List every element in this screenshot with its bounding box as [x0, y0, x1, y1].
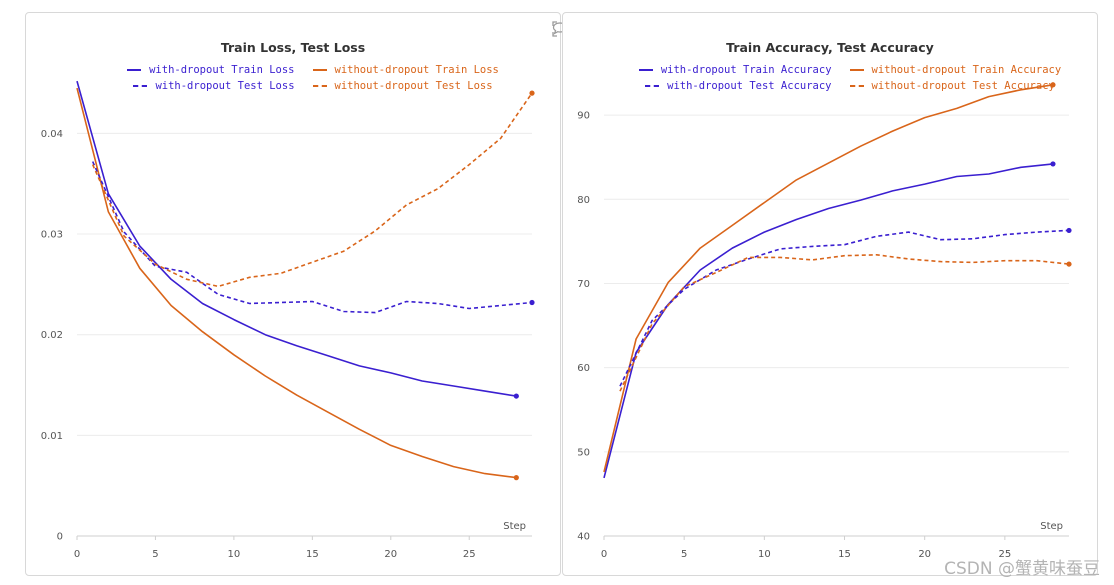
- series-line: [603, 84, 1054, 473]
- y-tick-label: 0.01: [41, 431, 63, 442]
- legend-label: with-dropout Train Accuracy: [660, 64, 832, 76]
- loss-chart-plot: 0 0.01 0.02 0.03 0.04 0 5 10 15 20 25 Step: [41, 80, 535, 560]
- y-tick-label: 80: [577, 195, 590, 206]
- x-tick-label: 0: [74, 549, 80, 560]
- x-tick-label: 10: [228, 549, 241, 560]
- y-tick-label: 90: [577, 111, 590, 122]
- y-tick-label: 0.03: [41, 230, 63, 241]
- legend-item[interactable]: without-dropout Test Accuracy: [849, 80, 1055, 92]
- x-tick-label: 25: [463, 549, 476, 560]
- chart-legend: with-dropout Train Loss without-dropout …: [86, 64, 540, 92]
- legend-swatch: [849, 85, 864, 87]
- y-tick-label: 0.04: [41, 129, 63, 140]
- legend-swatch: [127, 69, 142, 71]
- y-tick-label: 40: [577, 532, 590, 543]
- x-axis-label: Step: [503, 521, 526, 532]
- accuracy-chart-panel: Train Accuracy, Test Accuracy with-dropo…: [562, 12, 1098, 576]
- legend-label: with-dropout Train Loss: [149, 64, 295, 76]
- series-line: [603, 163, 1054, 479]
- chart-legend: with-dropout Train Accuracy without-drop…: [623, 64, 1077, 92]
- series-endpoint: [1066, 261, 1072, 267]
- legend-swatch: [638, 69, 653, 71]
- x-tick-label: 15: [306, 549, 319, 560]
- legend-item[interactable]: with-dropout Train Accuracy: [638, 64, 832, 76]
- legend-label: without-dropout Train Accuracy: [871, 64, 1062, 76]
- legend-label: with-dropout Test Loss: [155, 80, 295, 92]
- series-endpoint: [513, 393, 519, 399]
- series-endpoint: [1050, 82, 1056, 88]
- legend-item[interactable]: without-dropout Train Accuracy: [849, 64, 1062, 76]
- y-tick-label: 0: [57, 532, 63, 543]
- series-endpoint: [1066, 227, 1072, 234]
- x-axis-label: Step: [1040, 521, 1063, 532]
- x-tick-label: 15: [838, 549, 851, 560]
- y-tick-label: 70: [577, 279, 590, 290]
- legend-item[interactable]: with-dropout Test Loss: [133, 80, 295, 92]
- legend-item[interactable]: without-dropout Train Loss: [312, 64, 499, 76]
- legend-swatch: [312, 85, 327, 87]
- chart-title: Train Loss, Test Loss: [220, 40, 366, 55]
- series-line: [76, 80, 517, 397]
- series-endpoint: [513, 475, 519, 481]
- x-tick-label: 10: [758, 549, 771, 560]
- series-line: [619, 254, 1070, 392]
- series-line: [91, 92, 533, 288]
- x-tick-label: 25: [998, 549, 1011, 560]
- chart-title: Train Accuracy, Test Accuracy: [726, 40, 934, 55]
- x-tick-label: 5: [681, 549, 687, 560]
- legend-label: without-dropout Train Loss: [334, 64, 499, 76]
- legend-label: with-dropout Test Accuracy: [667, 80, 832, 92]
- legend-swatch: [133, 85, 148, 87]
- x-tick-label: 20: [384, 549, 397, 560]
- series-line: [91, 161, 533, 314]
- x-tick-label: 0: [601, 549, 607, 560]
- y-tick-label: 50: [577, 447, 590, 458]
- series-endpoint: [529, 299, 535, 306]
- series-endpoint: [1050, 161, 1056, 167]
- legend-label: without-dropout Test Loss: [334, 80, 493, 92]
- accuracy-chart-plot: 40 50 60 70 80 90 0 5 10 15 20 25 Step: [577, 82, 1072, 560]
- legend-item[interactable]: with-dropout Test Accuracy: [645, 80, 832, 92]
- legend-item[interactable]: without-dropout Test Loss: [312, 80, 493, 92]
- series-line: [619, 229, 1070, 387]
- x-tick-label: 5: [152, 549, 158, 560]
- watermark: CSDN @蟹黄味蚕豆: [944, 559, 1100, 579]
- legend-swatch: [849, 69, 864, 71]
- series-endpoint: [529, 90, 535, 96]
- legend-label: without-dropout Test Accuracy: [871, 80, 1055, 92]
- legend-swatch: [312, 69, 327, 71]
- loss-chart-panel: Train Loss, Test Loss with-dropout Train…: [25, 12, 568, 576]
- legend-item[interactable]: with-dropout Train Loss: [127, 64, 295, 76]
- y-tick-label: 0.02: [41, 330, 63, 341]
- x-tick-label: 20: [918, 549, 931, 560]
- legend-swatch: [645, 85, 660, 87]
- series-line: [76, 87, 517, 479]
- y-tick-label: 60: [577, 363, 590, 374]
